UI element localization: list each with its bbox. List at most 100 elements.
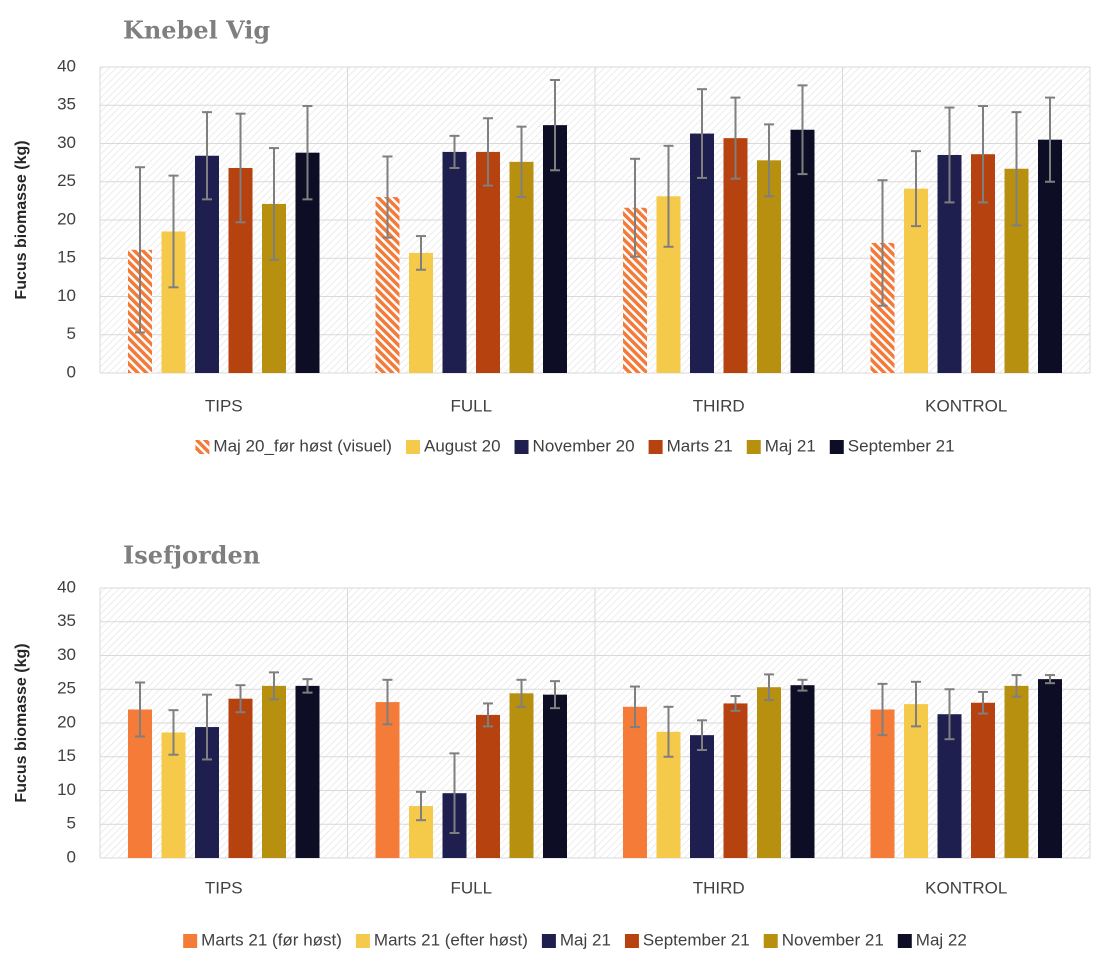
error-bar [550,79,560,172]
bar [757,687,781,858]
error-bar [168,174,179,289]
x-tick-label: FULL [450,396,492,415]
error-bar [202,693,212,761]
bar [790,685,815,858]
x-tick-label: KONTROL [925,878,1007,897]
error-bar [911,680,921,728]
legend-label: November 21 [782,930,884,949]
y-tick-label: 0 [67,362,76,381]
legend-label: Marts 21 (før høst) [201,930,342,949]
y-tick-label: 35 [57,95,76,114]
legend-label: Maj 21 [765,436,816,455]
legend-label: Marts 21 [667,436,733,455]
error-bar [550,680,560,710]
y-tick-label: 25 [57,679,76,698]
legend-label: Maj 20_før høst (visuel) [213,436,392,455]
legend-swatch [195,440,210,454]
error-bar [663,144,674,248]
legend-swatch [897,934,912,948]
error-bar [911,150,921,228]
error-bar [449,134,460,169]
legend-swatch [763,934,778,948]
bar [723,703,748,858]
bar [543,694,567,858]
legend-label: Maj 21 [560,930,611,949]
error-bar [135,166,145,334]
error-bar [202,111,212,201]
error-bar [269,147,279,261]
bar [1004,685,1029,858]
legend-swatch [405,440,420,454]
x-tick-label: THIRD [693,396,745,415]
error-bar [1045,674,1055,685]
legend-swatch [624,934,639,948]
legend-swatch [648,440,663,454]
bar [262,685,286,858]
error-bar [944,688,955,741]
error-bar [797,84,808,176]
legend-swatch [183,934,198,948]
y-tick-label: 30 [57,645,76,664]
error-bar [235,684,246,714]
legend: Marts 21 (før høst) Marts 21 (efter høst)… [183,930,967,949]
error-bar [235,112,246,224]
error-bar [630,157,640,258]
error-bar [730,96,741,180]
bar [623,706,647,858]
y-axis-label: Fucus biomasse (kg) [13,140,30,299]
error-bar [877,682,888,737]
error-bar [302,105,313,201]
error-bar [1011,674,1022,698]
legend-label: September 21 [643,930,750,949]
y-tick-label: 20 [57,209,76,228]
error-bar [1045,96,1055,183]
x-tick-label: FULL [450,878,492,897]
error-bar [483,117,493,187]
y-tick-label: 30 [57,133,76,152]
error-bar [516,678,527,708]
y-tick-label: 0 [67,847,76,866]
x-tick-label: TIPS [205,878,243,897]
y-tick-label: 40 [57,577,76,596]
error-bar [168,709,179,756]
y-tick-label: 5 [67,324,76,343]
error-bar [416,235,426,271]
y-tick-label: 25 [57,171,76,190]
legend-label: November 20 [533,436,635,455]
legend-swatch [514,440,529,454]
legend-swatch [355,934,370,948]
legend-label: September 21 [848,436,955,455]
y-tick-label: 35 [57,611,76,630]
bar [904,704,928,858]
chart-title: Isefjorden [123,541,260,570]
x-tick-label: KONTROL [925,396,1007,415]
error-bar [797,678,808,692]
error-bar [302,678,313,694]
error-bar [944,106,955,204]
error-bar [697,719,707,751]
bar [295,685,320,858]
legend-swatch [541,934,556,948]
error-bar [1011,111,1022,227]
legend-label: August 20 [424,436,501,455]
error-bar [764,123,774,198]
y-tick-label: 15 [57,746,76,765]
error-bar [978,105,988,204]
y-tick-label: 40 [57,56,76,75]
chart-title: Knebel Vig [123,16,270,45]
legend: Maj 20_før høst (visuel) August 20 Novembe… [195,436,955,455]
error-bar [135,681,145,738]
error-bar [382,155,393,239]
y-axis-label: Fucus biomasse (kg) [13,643,30,802]
y-tick-label: 20 [57,712,76,731]
legend-label: Maj 22 [916,930,967,949]
bar [375,702,400,858]
error-bar [416,790,426,822]
bar [442,151,467,373]
y-tick-label: 15 [57,248,76,267]
bar [509,693,534,858]
x-tick-label: TIPS [205,396,243,415]
error-bar [382,678,393,726]
error-bar [764,673,774,702]
